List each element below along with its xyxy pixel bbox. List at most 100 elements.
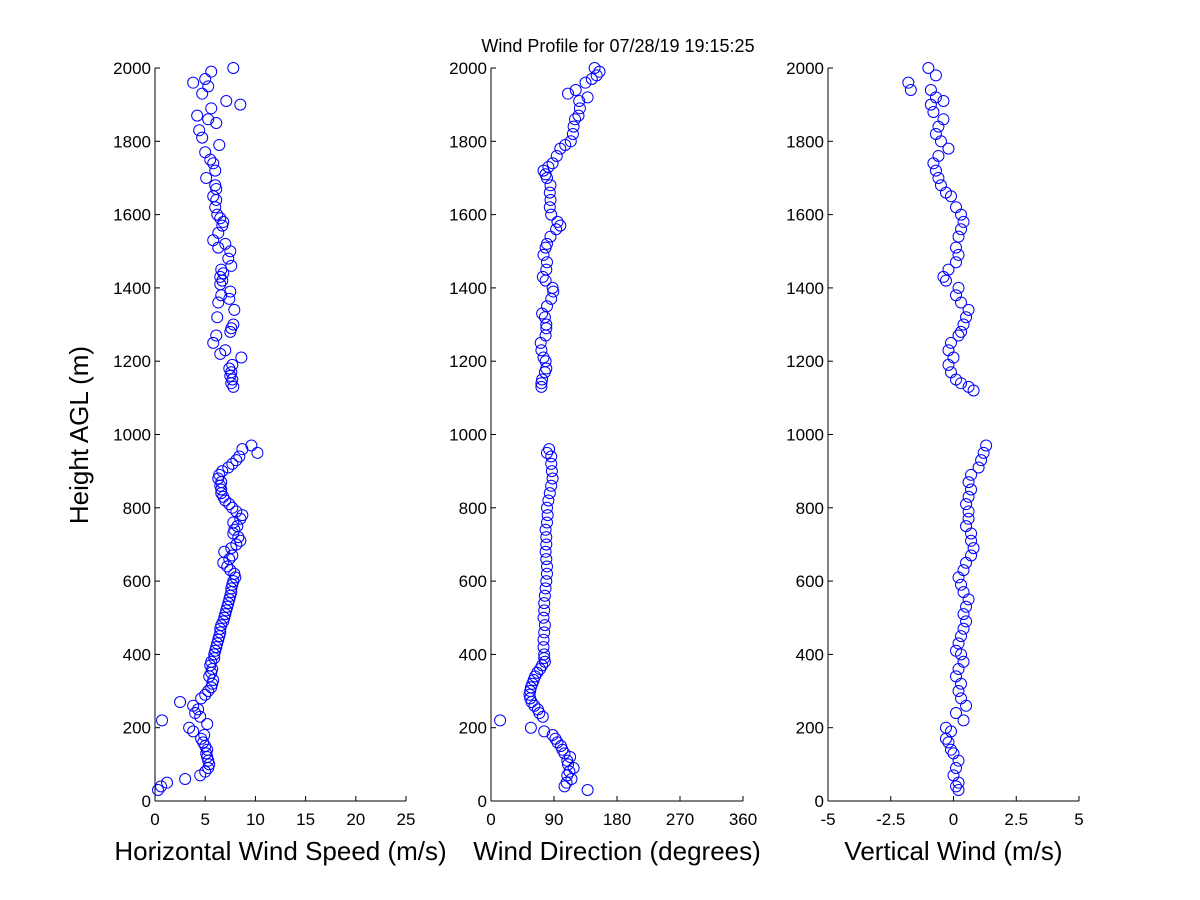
data-point [950,256,963,269]
panel-2: 0 200 400 600 800 1000 1200 1400 1600 1800 2000 0 90… [449,59,761,866]
data-point [569,113,581,126]
data-point [542,160,555,173]
data-point [955,578,968,591]
data-point [214,270,227,283]
data-point [225,259,238,272]
data-point [962,476,975,489]
data-point [228,523,241,536]
data-point [962,512,975,525]
data-point [955,208,968,221]
y-tick-label: 400 [796,645,824,664]
data-point [541,501,553,514]
data-point [972,461,985,474]
y-tick-label: 200 [796,719,824,738]
data-point [189,707,202,720]
data-point [214,212,227,225]
data-point [952,784,965,797]
x-tick-label: -2.5 [876,810,905,829]
data-point [944,366,957,379]
data-point [540,531,553,544]
data-point [187,699,200,712]
data-point [960,556,973,569]
x-tick-label: 15 [296,810,315,829]
data-point [947,747,960,760]
data-point [183,721,196,734]
data-point [528,699,541,712]
data-point [226,457,239,470]
data-point [535,380,548,393]
data-point [952,637,965,650]
data-point [554,219,567,232]
data-point [215,263,228,276]
data-point [207,157,220,170]
y-tick-label: 1000 [786,426,824,445]
data-point [193,124,206,137]
data-point [550,223,563,236]
data-point [546,281,559,294]
data-series [902,62,993,797]
data-point [942,263,955,276]
data-point [965,549,978,562]
data-point [932,149,945,162]
data-point [947,351,960,364]
chart-title: Wind Profile for 07/28/19 19:15:25 [481,36,754,56]
data-point [962,490,975,503]
data-point [540,553,553,566]
data-point [579,76,592,89]
data-point [950,780,963,793]
data-point [546,729,559,742]
data-point [950,241,963,254]
data-point [210,116,223,129]
data-point [566,127,579,140]
data-point [541,567,553,580]
data-point [902,76,915,89]
data-point [187,76,200,89]
y-tick-label: 0 [142,792,151,811]
data-point [950,201,963,214]
data-point [947,769,960,782]
data-point [156,714,169,727]
data-point [210,641,223,654]
data-point [952,685,965,698]
data-point [939,732,952,745]
data-point [195,692,208,705]
data-point [554,142,567,155]
data-point [924,98,937,111]
data-point [195,732,208,745]
data-point [593,65,606,78]
data-point [213,468,226,481]
data-point [960,498,973,511]
data-point [541,516,553,529]
x-tick-label: 270 [666,810,694,829]
data-point [224,245,237,258]
y-tick-label: 800 [459,499,487,518]
x-tick-label: 360 [729,810,757,829]
data-point [545,208,558,221]
data-point [539,168,552,181]
data-point [960,520,973,533]
data-point [191,109,204,122]
y-tick-label: 1200 [449,352,487,371]
data-point [523,688,536,701]
data-point [235,351,248,364]
data-point [960,699,973,712]
data-point [538,655,551,668]
data-point [224,285,237,298]
data-point [223,292,236,305]
x-tick-label: 20 [346,810,365,829]
data-point [934,179,947,192]
data-point [957,622,970,635]
data-point [199,688,212,701]
data-point [196,131,209,144]
y-tick-label: 1800 [786,132,824,151]
data-point [957,564,970,577]
x-tick-label: 5 [1074,810,1083,829]
data-point [536,307,549,320]
x-tick-label: 90 [545,810,564,829]
data-point [544,179,557,192]
data-point [199,765,212,778]
x-tick-label: -5 [820,810,835,829]
data-point [231,520,244,533]
data-point [536,373,549,386]
y-tick-label: 800 [123,499,151,518]
